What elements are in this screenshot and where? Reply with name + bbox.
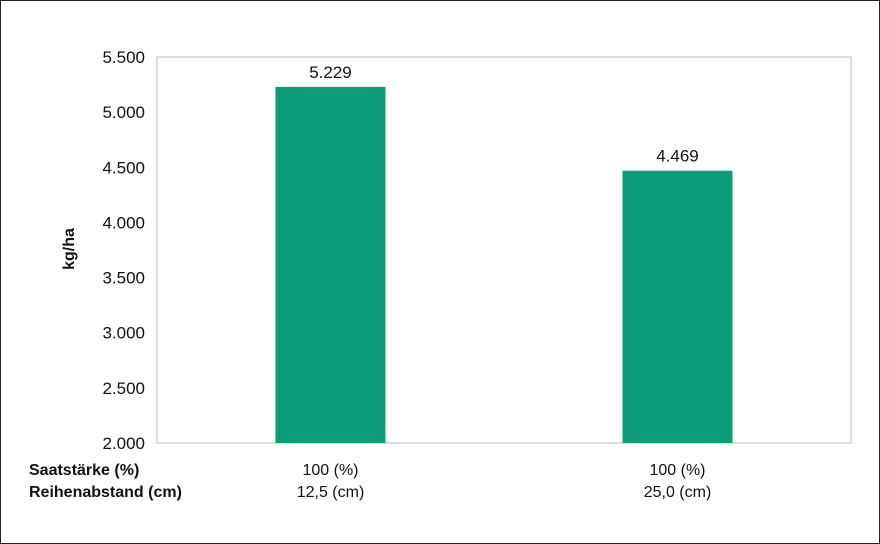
y-tick-label: 3.500 <box>102 269 145 288</box>
y-axis-ticks: 2.000 2.500 3.000 3.500 4.000 4.500 5.000 5.500 <box>102 48 145 453</box>
bars <box>275 86 733 444</box>
row-label-reihenabstand: Reihenabstand (cm) <box>29 484 182 501</box>
row-label-saatstaerke: Saatstärke (%) <box>29 462 139 479</box>
category-label-line1: 100 (%) <box>649 462 705 479</box>
y-tick-label: 2.500 <box>102 379 145 398</box>
y-tick-label: 2.000 <box>102 434 145 453</box>
data-labels: 5.229 4.469 <box>309 63 699 166</box>
y-tick-label: 4.000 <box>102 213 145 232</box>
bar-value-label: 4.469 <box>656 147 699 166</box>
bar <box>622 170 733 443</box>
bar-value-label: 5.229 <box>309 63 352 82</box>
category-label-line2: 25,0 (cm) <box>644 484 712 501</box>
y-tick-label: 5.000 <box>102 103 145 122</box>
plot-area <box>156 56 852 444</box>
category-label-line2: 12,5 (cm) <box>297 484 365 501</box>
category-label-line1: 100 (%) <box>302 462 358 479</box>
y-tick-label: 4.500 <box>102 158 145 177</box>
y-tick-label: 3.000 <box>102 324 145 343</box>
y-tick-label: 5.500 <box>102 48 145 67</box>
y-axis-label: kg/ha <box>61 228 78 270</box>
bar <box>275 86 386 444</box>
category-labels: 100 (%) 12,5 (cm) 100 (%) 25,0 (cm) <box>297 462 712 501</box>
